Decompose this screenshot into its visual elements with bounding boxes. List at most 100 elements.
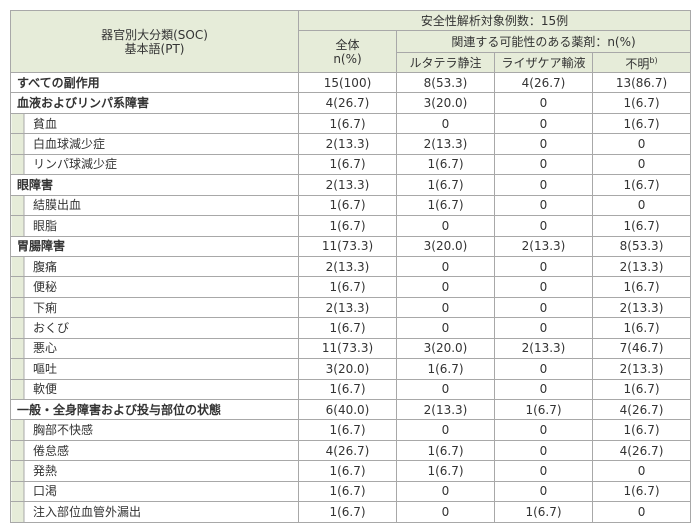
count-cell: 3(20.0)	[298, 358, 397, 380]
count-cell: 1(6.7)	[298, 501, 397, 523]
count-cell: 1(6.7)	[396, 174, 495, 196]
row-label: 倦怠感	[10, 439, 299, 462]
count-cell: 2(13.3)	[591, 255, 692, 278]
count-cell: 0	[494, 419, 593, 441]
count-cell: 13(86.7)	[591, 71, 692, 94]
count-cell: 0	[494, 92, 593, 114]
row-label: 便秘	[10, 276, 299, 298]
count-cell: 8(53.3)	[591, 235, 692, 257]
row-label: 嘔吐	[10, 358, 299, 380]
count-cell: 4(26.7)	[298, 92, 397, 114]
count-cell: 1(6.7)	[298, 112, 397, 135]
count-cell: 1(6.7)	[298, 317, 397, 339]
pt-row: リンパ球減少症 1(6.7) 1(6.7) 0 0	[10, 153, 692, 176]
count-cell: 1(6.7)	[591, 215, 692, 237]
count-cell: 4(26.7)	[591, 439, 692, 462]
soc-label: 器官別大分類(SOC)	[101, 27, 208, 42]
count-cell: 2(13.3)	[396, 398, 495, 421]
count-cell: 0	[591, 194, 692, 217]
drug-header: ルタテラ静注	[396, 52, 495, 73]
row-label: 眼脂	[10, 215, 299, 237]
count-cell: 1(6.7)	[494, 398, 593, 421]
pt-row: 便秘 1(6.7) 0 0 1(6.7)	[10, 276, 692, 298]
count-cell: 2(13.3)	[494, 337, 593, 360]
row-label: 腹痛	[10, 255, 299, 278]
pt-row: 発熱 1(6.7) 1(6.7) 0 0	[10, 460, 692, 482]
count-cell: 1(6.7)	[298, 276, 397, 298]
count-cell: 0	[494, 378, 593, 401]
count-cell: 0	[494, 215, 593, 237]
pt-row: 眼脂 1(6.7) 0 0 1(6.7)	[10, 215, 692, 237]
pt-row: 胸部不快感 1(6.7) 0 0 1(6.7)	[10, 419, 692, 441]
count-cell: 1(6.7)	[298, 419, 397, 441]
pt-row: おくび 1(6.7) 0 0 1(6.7)	[10, 317, 692, 339]
drug-header: ライザケア輸液	[494, 52, 593, 73]
count-cell: 2(13.3)	[494, 235, 593, 257]
row-label: 発熱	[10, 460, 299, 482]
pt-row: 下痢 2(13.3) 0 0 2(13.3)	[10, 296, 692, 319]
population-header: 安全性解析対象例数：15例	[297, 10, 692, 31]
count-cell: 0	[494, 112, 593, 135]
row-label: 結膜出血	[10, 194, 299, 217]
count-cell: 4(26.7)	[494, 71, 593, 94]
count-cell: 1(6.7)	[298, 153, 397, 176]
count-cell: 0	[494, 480, 593, 503]
row-label: 眼障害	[10, 174, 299, 196]
count-cell: 2(13.3)	[298, 133, 397, 155]
count-cell: 0	[396, 317, 495, 339]
count-cell: 2(13.3)	[298, 296, 397, 319]
total-header: 全体 n(%)	[298, 30, 397, 73]
count-cell: 0	[591, 501, 692, 523]
count-cell: 15(100)	[298, 71, 397, 94]
count-cell: 1(6.7)	[396, 439, 495, 462]
soc-row: 一般・全身障害および投与部位の状態 6(40.0) 2(13.3) 1(6.7) 4(2…	[10, 398, 692, 421]
count-cell: 1(6.7)	[591, 419, 692, 441]
count-cell: 0	[494, 439, 593, 462]
row-label: 一般・全身障害および投与部位の状態	[10, 398, 299, 421]
table-header: 器官別大分類(SOC) 基本語(PT) 安全性解析対象例数：15例 全体 n(%) …	[10, 10, 692, 73]
soc-header: 器官別大分類(SOC) 基本語(PT)	[10, 10, 299, 73]
count-cell: 1(6.7)	[591, 112, 692, 135]
count-cell: 0	[396, 276, 495, 298]
drug-header: 不明b)	[591, 52, 692, 73]
count-cell: 1(6.7)	[591, 317, 692, 339]
total-unit: n(%)	[333, 51, 362, 66]
count-cell: 2(13.3)	[298, 255, 397, 278]
count-cell: 1(6.7)	[298, 194, 397, 217]
adverse-event-table: 器官別大分類(SOC) 基本語(PT) 安全性解析対象例数：15例 全体 n(%) …	[10, 10, 692, 523]
count-cell: 1(6.7)	[591, 480, 692, 503]
row-label: 白血球減少症	[10, 133, 299, 155]
pt-row: 白血球減少症 2(13.3) 2(13.3) 0 0	[10, 133, 692, 155]
row-label: すべての副作用	[10, 71, 299, 94]
count-cell: 2(13.3)	[591, 358, 692, 380]
count-cell: 7(46.7)	[591, 337, 692, 360]
row-label: 血液およびリンパ系障害	[10, 92, 299, 114]
row-label: 注入部位血管外漏出	[10, 501, 299, 523]
count-cell: 8(53.3)	[396, 71, 495, 94]
count-cell: 1(6.7)	[396, 358, 495, 380]
pt-row: 貧血 1(6.7) 0 0 1(6.7)	[10, 112, 692, 135]
row-label: 胸部不快感	[10, 419, 299, 441]
count-cell: 0	[396, 378, 495, 401]
row-label: 口渇	[10, 480, 299, 503]
count-cell: 0	[396, 419, 495, 441]
count-cell: 3(20.0)	[396, 337, 495, 360]
count-cell: 0	[494, 194, 593, 217]
count-cell: 0	[396, 480, 495, 503]
count-cell: 0	[396, 215, 495, 237]
soc-row: すべての副作用 15(100) 8(53.3) 4(26.7) 13(86.7)	[10, 71, 692, 94]
count-cell: 1(6.7)	[298, 215, 397, 237]
pt-row: 軟便 1(6.7) 0 0 1(6.7)	[10, 378, 692, 401]
count-cell: 0	[494, 133, 593, 155]
count-cell: 0	[396, 255, 495, 278]
count-cell: 11(73.3)	[298, 337, 397, 360]
count-cell: 0	[494, 460, 593, 482]
count-cell: 1(6.7)	[298, 480, 397, 503]
count-cell: 0	[591, 153, 692, 176]
count-cell: 1(6.7)	[591, 276, 692, 298]
count-cell: 4(26.7)	[591, 398, 692, 421]
count-cell: 1(6.7)	[396, 153, 495, 176]
count-cell: 1(6.7)	[396, 460, 495, 482]
count-cell: 2(13.3)	[298, 174, 397, 196]
